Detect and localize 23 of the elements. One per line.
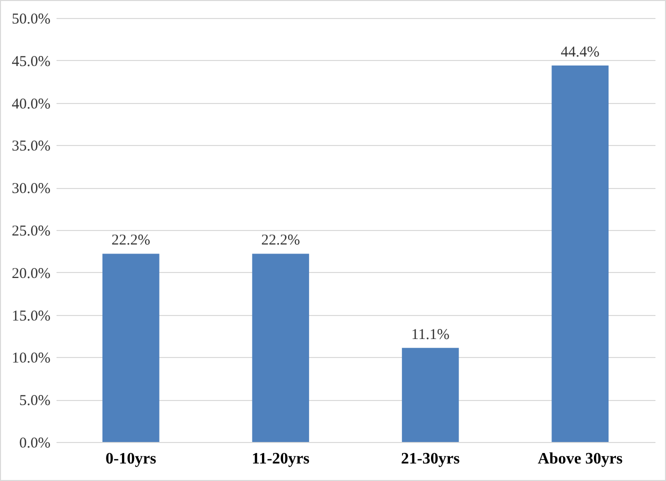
data-label: 22.2% (112, 232, 150, 249)
y-tick-label: 40.0% (12, 96, 50, 112)
bar (252, 254, 310, 442)
y-tick-label: 25.0% (12, 224, 50, 240)
x-tick-label: 0-10yrs (106, 450, 156, 468)
data-label: 44.4% (560, 44, 600, 60)
x-tick-label: 21-30yrs (401, 450, 460, 468)
y-tick-label: 20.0% (12, 266, 50, 282)
y-tick-label: 45.0% (12, 54, 50, 70)
data-label: 22.2% (261, 232, 300, 249)
y-tick-label: 50.0% (12, 12, 50, 28)
data-label: 11.1% (411, 326, 450, 343)
y-tick-label: 35.0% (12, 138, 50, 155)
x-tick-label: 11-20yrs (252, 450, 310, 468)
y-tick-label: 30.0% (12, 181, 50, 198)
y-tick-label: 0.0% (19, 436, 50, 452)
bar (402, 348, 459, 442)
y-tick-label: 15.0% (12, 308, 50, 324)
y-tick-label: 10.0% (12, 350, 50, 367)
y-tick-label: 5.0% (19, 393, 50, 410)
bar (102, 254, 160, 442)
bar (552, 65, 609, 442)
x-tick-label: Above 30yrs (538, 450, 623, 468)
